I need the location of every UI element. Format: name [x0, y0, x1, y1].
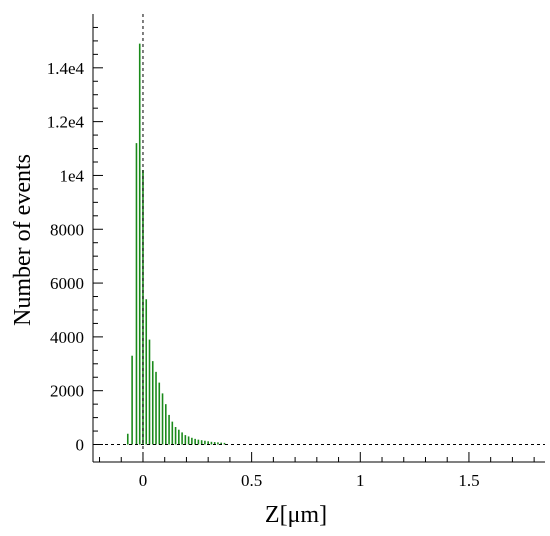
y-tick-label: 6000: [50, 274, 84, 293]
x-axis-ticks: 0 0.5 1 1.5: [99, 452, 535, 490]
bar-series: [126, 43, 226, 445]
x-axis-title: Z[μm]: [265, 502, 327, 528]
x-tick-label: 1: [356, 471, 365, 490]
y-axis-title: Number of events: [10, 154, 36, 326]
y-tick-label: 1.2e4: [47, 113, 85, 132]
x-tick-label: 0.5: [241, 471, 262, 490]
y-axis-ticks: 0 2000 4000 6000 8000 1e4 1.2e4 1.4e4: [47, 26, 103, 455]
y-tick-label: 0: [76, 436, 85, 455]
y-tick-label: 4000: [50, 328, 84, 347]
x-tick-label: 1.5: [458, 471, 479, 490]
y-tick-label: 1.4e4: [47, 59, 85, 78]
y-tick-label: 2000: [50, 382, 84, 401]
y-tick-label: 8000: [50, 220, 84, 239]
reference-lines: [93, 14, 545, 462]
plot-frame: [92, 14, 545, 463]
y-tick-label: 1e4: [59, 166, 84, 185]
x-tick-label: 0: [139, 471, 148, 490]
